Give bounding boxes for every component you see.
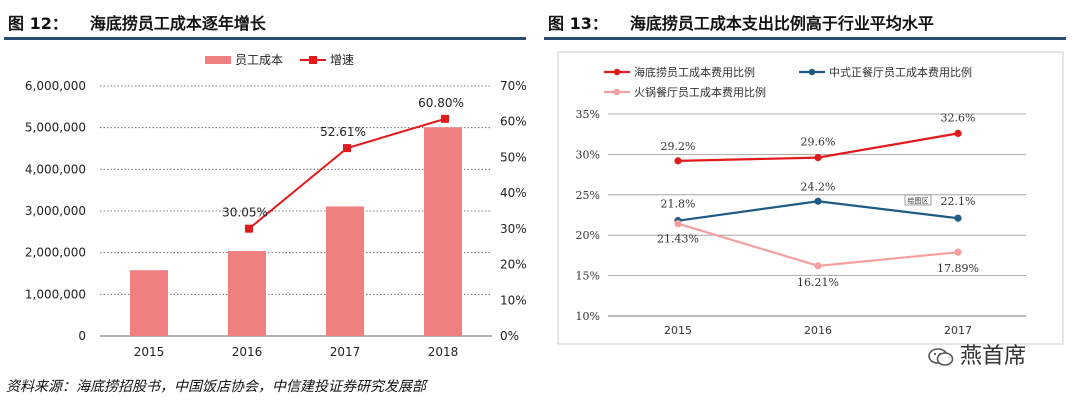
plot-area-tag [904,194,932,206]
bar [424,127,462,336]
figure-12-number: 图 12： [8,14,68,33]
figure-12-title-text: 海底捞员工成本逐年增长 [89,14,266,33]
y2-tick-label: 10% [500,293,527,307]
bar [130,270,168,336]
title-rule [544,37,1066,40]
x-tick-label: 2018 [428,345,459,359]
figure-13-number: 图 13： [548,14,608,33]
figure-12: 图 12： 海底捞员工成本逐年增长 0 1,000,000 2,000,000 3,00… [0,0,532,372]
series-marker [814,154,822,162]
data-label: 21.8% [661,198,696,211]
legend-label: 火锅餐厅员工成本费用比例 [634,85,766,99]
y2-tick-label: 50% [500,150,527,164]
y-tick-label: 20% [576,229,600,242]
data-label: 16.21% [797,276,839,289]
y-tick-label: 10% [576,310,600,323]
x-tick-label: 2016 [232,345,263,359]
legend-marker [613,88,621,96]
wechat-icon [928,348,954,366]
legend-bar-swatch [205,56,231,64]
x-tick-label: 2017 [944,324,972,337]
y-tick-label: 5,000,000 [25,121,86,135]
growth-marker [441,114,449,123]
bar [228,251,266,336]
x-tick-label: 2017 [330,345,361,359]
y-tick-label: 25% [576,189,600,202]
series-marker [674,220,682,228]
y2-tick-label: 40% [500,186,527,200]
growth-marker [245,224,253,233]
data-label: 22.1% [941,195,976,208]
legend-bar-label: 员工成本 [235,53,283,67]
y2-tick-label: 70% [500,79,527,93]
x-tick-label: 2015 [134,345,165,359]
y2-tick-label: 30% [500,222,527,236]
data-label: 29.6% [801,136,836,149]
data-label: 29.2% [661,140,696,153]
legend-label: 中式正餐厅员工成本费用比例 [829,65,972,79]
y-tick-label: 4,000,000 [25,162,86,176]
series-marker [814,197,822,205]
y-tick-label: 1,000,000 [25,287,86,301]
x-tick-label: 2015 [664,324,692,337]
legend-line-marker [309,56,317,64]
series-line [677,222,959,267]
y2-tick-label: 20% [500,258,527,272]
data-label: 32.6% [941,111,976,124]
series-marker [674,157,682,165]
y-tick-label: 2,000,000 [25,246,86,260]
y2-tick-label: 0% [500,329,519,343]
x-tick-label: 2016 [804,324,832,337]
legend-label: 海底捞员工成本费用比例 [634,65,755,79]
y-tick-label: 0 [78,329,86,343]
figure-13-title: 图 13： 海底捞员工成本支出比例高于行业平均水平 [548,10,934,34]
series-marker [954,214,962,222]
source-note: 资料来源：海底捞招股书，中国饭店协会，中信建投证券研究发展部 [6,379,426,395]
watermark: 燕首席 [928,338,1026,370]
y-tick-label: 3,000,000 [25,204,86,218]
growth-marker [343,144,351,153]
data-label: 21.43% [657,233,699,246]
figure-13-title-text: 海底捞员工成本支出比例高于行业平均水平 [629,14,934,33]
legend-line-label: 增速 [330,53,354,67]
y-tick-label: 6,000,000 [25,79,86,93]
series-marker [954,248,962,256]
chart-frame [557,51,1064,345]
figure-12-title: 图 12： 海底捞员工成本逐年增长 [8,10,266,34]
legend-marker [613,68,621,76]
bar [326,206,364,336]
legend-marker [808,68,816,76]
y-tick-label: 30% [576,148,600,161]
title-rule [4,37,526,40]
growth-label: 52.61% [320,125,366,139]
figure-13: 图 13： 海底捞员工成本支出比例高于行业平均水平 10% 15% 20% 25% 30%… [540,0,1072,372]
growth-label: 60.80% [418,96,464,110]
data-label: 17.89% [937,262,979,275]
series-marker [814,262,822,270]
y-tick-label: 35% [576,108,600,121]
plot-area-tag-text: 绘图区 [908,196,929,205]
y-tick-label: 15% [576,270,600,283]
watermark-text: 燕首席 [960,344,1027,369]
data-label: 24.2% [801,180,836,193]
cost-ratio-chart: 10% 15% 20% 25% 30% 35% 2015 2016 2017 29.2% 29.6%… [557,51,1064,345]
y2-tick-label: 60% [500,115,527,129]
staff-cost-chart: 0 1,000,000 2,000,000 3,000,000 4,000,000 5,0… [25,53,527,359]
series-marker [954,129,962,137]
growth-label: 30.05% [222,206,268,220]
